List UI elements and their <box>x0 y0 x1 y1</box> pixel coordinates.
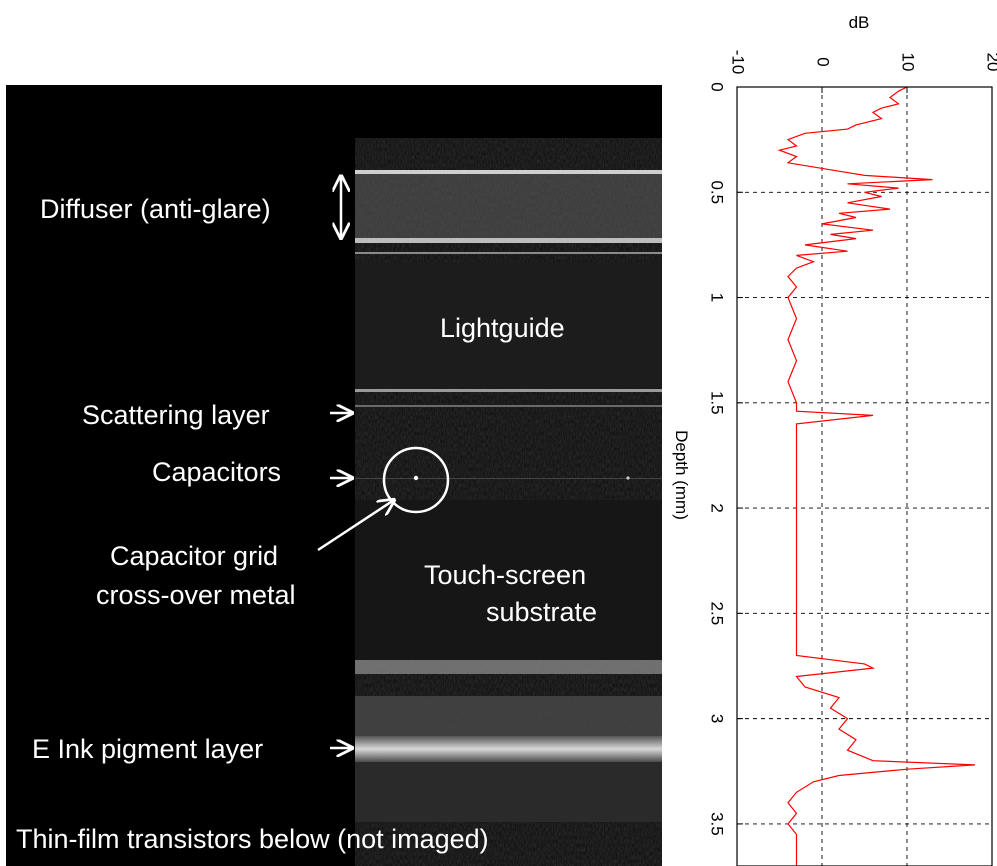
capacitor-line <box>355 478 662 479</box>
diffuser-top-line <box>355 170 662 174</box>
y-tick-label: 2 <box>708 503 727 512</box>
scattering-line <box>355 389 662 392</box>
x-tick-label: 0 <box>814 57 833 66</box>
label-diffuser: Diffuser (anti-glare) <box>40 194 271 224</box>
diffuser-faint-line <box>355 252 662 254</box>
label-scattering-layer: Scattering layer <box>82 400 270 430</box>
lower-layer-band <box>355 696 662 736</box>
scattering-line-2 <box>355 405 662 407</box>
y-tick-label: 0.5 <box>708 180 727 204</box>
series-line-db <box>777 86 976 866</box>
substrate-bottom-band <box>355 660 662 674</box>
capacitor-grid-circle <box>382 446 450 514</box>
diffuser-bottom-line <box>355 238 662 243</box>
label-capacitors: Capacitors <box>152 457 281 487</box>
label-lightguide: Lightguide <box>440 313 565 343</box>
x-tick-label: 20 <box>984 53 997 72</box>
label-capacitor-grid-1: Capacitor grid <box>110 541 278 571</box>
label-eink-layer: E Ink pigment layer <box>32 734 263 764</box>
label-capacitor-grid-2: cross-over metal <box>96 580 296 610</box>
label-touch-screen-2: substrate <box>486 597 597 627</box>
oct-image-panel: Diffuser (anti-glare) Lightguide Scatter… <box>6 85 662 866</box>
label-thin-film-transistors: Thin-film transistors below (not imaged) <box>16 824 489 854</box>
diffuser-band <box>355 170 662 242</box>
y-tick-label: 0 <box>708 82 727 91</box>
eink-band <box>355 736 662 762</box>
plot-frame <box>736 86 993 866</box>
y-tick-label: 2.5 <box>708 602 727 626</box>
y-axis-label: Depth (mm) <box>672 430 691 520</box>
y-tick-label: 3.5 <box>708 812 727 836</box>
y-tick-label: 1 <box>708 293 727 302</box>
below-eink-band <box>355 762 662 822</box>
plot-grid <box>737 87 992 866</box>
x-tick-label: 10 <box>899 53 918 72</box>
y-tick-label: 1.5 <box>708 391 727 415</box>
capacitor-dot-2 <box>626 476 630 480</box>
x-axis-label: dB <box>849 13 870 32</box>
y-tick-label: 3 <box>708 714 727 723</box>
capacitor-grid-arrow <box>317 500 394 552</box>
lightguide-band <box>355 262 662 388</box>
label-touch-screen-1: Touch-screen <box>424 560 586 590</box>
x-tick-label: -10 <box>729 50 748 75</box>
capacitor-dot <box>413 475 419 481</box>
substrate-band <box>355 500 662 660</box>
